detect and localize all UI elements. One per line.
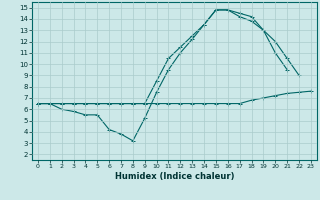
X-axis label: Humidex (Indice chaleur): Humidex (Indice chaleur) bbox=[115, 172, 234, 181]
